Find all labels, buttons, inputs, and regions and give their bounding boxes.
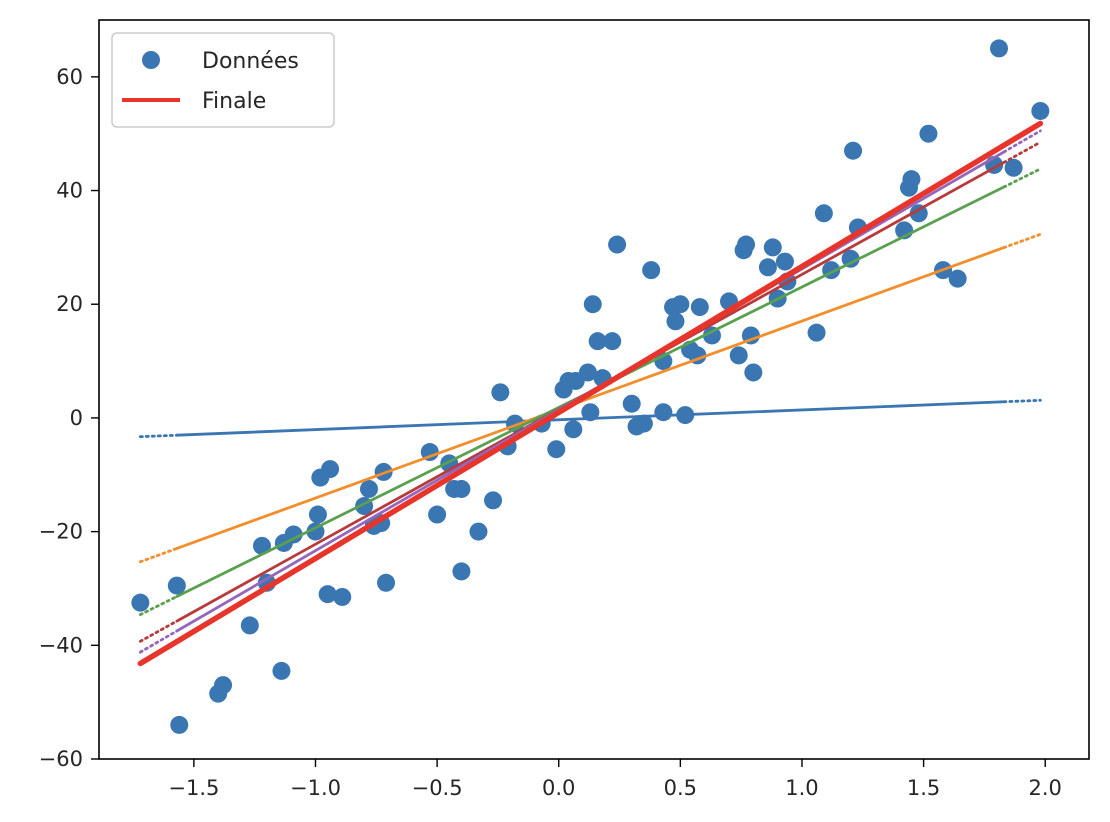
data-point — [702, 326, 721, 345]
data-point — [737, 235, 756, 254]
legend: Données Finale — [111, 32, 335, 128]
fit-line-2-dotted-end — [1002, 232, 1042, 249]
data-point — [333, 587, 352, 606]
x-tick-label: −1.0 — [290, 776, 341, 800]
legend-label: Finale — [202, 89, 266, 114]
y-tick-label: 20 — [56, 292, 83, 316]
data-point — [909, 204, 928, 223]
x-tick-label: −0.5 — [412, 776, 463, 800]
data-point — [1004, 158, 1023, 177]
data-point — [666, 312, 685, 331]
data-point — [318, 585, 337, 604]
data-point — [841, 249, 860, 268]
x-tick-label: −1.5 — [168, 776, 219, 800]
data-point — [547, 440, 566, 459]
data-point — [491, 383, 510, 402]
data-point — [214, 676, 233, 695]
y-tick-label: −20 — [39, 520, 83, 544]
data-points — [131, 39, 1050, 734]
data-point — [990, 39, 1008, 58]
data-point — [807, 323, 826, 342]
fit-line-3-dotted-start — [138, 595, 179, 617]
data-point — [814, 204, 833, 223]
axes-frame — [98, 19, 1090, 760]
data-point — [758, 258, 777, 277]
data-point — [902, 170, 921, 189]
data-point — [608, 235, 627, 254]
x-tick-label: 0.5 — [664, 776, 697, 800]
fit-line-4-dotted-end — [1002, 140, 1042, 164]
x-tick-label: 2.0 — [1029, 776, 1062, 800]
data-point — [578, 363, 597, 382]
y-tick-label: −40 — [39, 633, 83, 657]
y-tick-label: 40 — [56, 179, 83, 203]
data-point — [377, 573, 396, 592]
data-point — [170, 715, 189, 734]
fit-lines — [137, 120, 1044, 667]
data-point — [321, 460, 340, 479]
y-tick-label: 0 — [70, 406, 83, 430]
y-axis: −60 −40 −20 0 20 40 60 — [39, 65, 99, 771]
legend-label: Données — [202, 49, 299, 74]
data-point — [428, 505, 447, 524]
x-tick-label: 1.5 — [907, 776, 940, 800]
fit-line-5-dotted-end — [1002, 129, 1042, 154]
data-point — [308, 505, 327, 524]
fit-line-1-dotted-end — [1002, 398, 1042, 404]
fit-line-4-dotted-start — [138, 619, 179, 643]
data-point — [452, 479, 471, 498]
data-point — [622, 394, 641, 413]
fit-line-5-dotted-start — [138, 629, 179, 654]
fit-line-2-dotted-start — [138, 547, 179, 564]
data-point — [588, 332, 607, 351]
data-point — [744, 363, 763, 382]
data-point — [272, 661, 291, 680]
data-point — [564, 420, 583, 439]
x-axis: −1.5 −1.0 −0.5 0.0 0.5 1.0 1.5 2.0 — [168, 759, 1062, 800]
data-point — [1031, 101, 1050, 120]
data-point — [642, 261, 661, 280]
data-point — [452, 562, 471, 581]
data-point — [844, 141, 863, 160]
data-point — [583, 295, 602, 314]
data-point — [469, 522, 488, 541]
data-point — [603, 332, 622, 351]
fit-line-1 — [175, 400, 1006, 437]
data-point — [775, 252, 794, 271]
data-point — [690, 298, 709, 317]
data-point — [360, 479, 378, 498]
final-fit-line — [137, 120, 1044, 667]
data-point — [131, 593, 150, 612]
fit-line-2 — [175, 246, 1006, 550]
x-tick-label: 0.0 — [542, 776, 575, 800]
data-point — [654, 403, 673, 422]
fit-line-1-dotted-start — [138, 433, 179, 439]
data-point — [948, 269, 967, 288]
data-point — [167, 576, 186, 595]
data-point — [252, 536, 271, 555]
data-point — [671, 295, 690, 314]
y-tick-label: −60 — [39, 747, 83, 771]
x-tick-label: 1.0 — [785, 776, 818, 800]
data-point — [581, 403, 600, 422]
data-point — [284, 525, 303, 544]
data-point — [729, 346, 748, 365]
data-point — [919, 124, 938, 143]
legend-box — [111, 32, 335, 128]
fit-line-3-dotted-end — [1002, 167, 1042, 189]
data-point — [240, 616, 259, 635]
data-point — [484, 491, 503, 510]
y-tick-label: 60 — [56, 65, 83, 89]
data-point — [634, 414, 653, 433]
data-point — [420, 443, 439, 462]
data-point — [763, 238, 782, 257]
legend-marker-points — [142, 51, 160, 69]
